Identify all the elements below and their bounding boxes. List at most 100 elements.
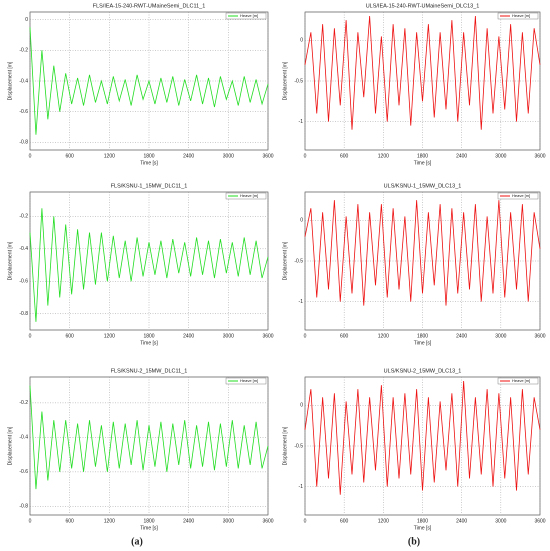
x-tick-label: 3600 (534, 333, 545, 339)
data-line (304, 381, 541, 495)
legend-box (497, 12, 539, 20)
legend-label: Heave [m] (240, 193, 258, 198)
chart-title: ULS/IEA-15-240-RWT-UMaineSemi_DLC13_1 (366, 3, 480, 9)
y-axis-label: Displacement [m] (282, 61, 288, 100)
x-tick-label: 0 (29, 333, 32, 339)
x-tick-label: 1800 (143, 333, 154, 339)
x-tick-label: 0 (304, 518, 307, 524)
y-tick-label: -0.8 (19, 311, 28, 317)
x-axis-label: Time [s] (414, 340, 432, 346)
x-tick-label: 3000 (495, 153, 506, 159)
y-axis-label: Displacement [m] (7, 241, 13, 280)
y-tick-label: -0.6 (19, 469, 28, 475)
y-tick-label: -0.6 (19, 279, 28, 285)
y-tick-label: -0.4 (19, 78, 28, 84)
legend-label: Heave [m] (512, 13, 530, 18)
chart-title: FLS/KSNU-1_15MW_DLC11_1 (111, 183, 188, 189)
y-tick-label: -1 (299, 299, 304, 305)
x-tick-label: 1200 (104, 153, 115, 159)
x-tick-label: 0 (29, 518, 32, 524)
x-axis-label: Time [s] (140, 160, 158, 166)
x-tick-label: 0 (304, 153, 307, 159)
x-tick-label: 1200 (378, 333, 389, 339)
x-tick-label: 1200 (378, 153, 389, 159)
x-tick-label: 1800 (143, 518, 154, 524)
x-tick-label: 0 (29, 153, 32, 159)
x-axis-label: Time [s] (140, 340, 158, 346)
legend-label: Heave [m] (240, 13, 258, 18)
y-axis-label: Displacement [m] (7, 426, 13, 465)
data-line (304, 16, 541, 130)
data-line (29, 27, 269, 135)
x-tick-label: 3600 (262, 518, 273, 524)
x-tick-label: 1200 (378, 518, 389, 524)
y-tick-label: -0.6 (19, 109, 28, 115)
x-tick-label: 0 (304, 333, 307, 339)
y-axis-label: Displacement [m] (7, 61, 13, 100)
legend-box (497, 192, 539, 200)
legend-box (225, 12, 267, 20)
legend-label: Heave [m] (512, 378, 530, 383)
x-tick-label: 1200 (104, 333, 115, 339)
x-tick-label: 600 (65, 333, 74, 339)
x-axis-label: Time [s] (140, 525, 158, 531)
y-tick-label: -1 (299, 484, 304, 490)
data-line (29, 385, 269, 490)
y-tick-label: -0.2 (19, 48, 28, 54)
data-line (304, 200, 541, 306)
y-tick-label: -0.2 (19, 214, 28, 220)
x-tick-label: 3000 (223, 153, 234, 159)
x-tick-label: 600 (65, 518, 74, 524)
x-tick-label: 600 (340, 333, 349, 339)
x-tick-label: 2400 (456, 518, 467, 524)
y-tick-label: -0.4 (19, 435, 28, 441)
x-tick-label: 3000 (495, 333, 506, 339)
x-tick-label: 2400 (183, 333, 194, 339)
x-tick-label: 3000 (223, 333, 234, 339)
x-tick-label: 3000 (223, 518, 234, 524)
y-tick-label: -0.4 (19, 246, 28, 252)
x-tick-label: 3600 (262, 333, 273, 339)
y-tick-label: 0 (300, 38, 303, 44)
x-tick-label: 600 (65, 153, 74, 159)
y-tick-label: -0.5 (294, 78, 303, 84)
y-tick-label: -1 (299, 119, 304, 125)
x-tick-label: 1800 (417, 333, 428, 339)
y-tick-label: 0 (300, 218, 303, 224)
legend-label: Heave [m] (512, 193, 530, 198)
y-tick-label: -0.2 (19, 400, 28, 406)
x-tick-label: 1200 (104, 518, 115, 524)
x-tick-label: 2400 (456, 153, 467, 159)
y-tick-label: -0.5 (294, 258, 303, 264)
x-axis-label: Time [s] (414, 160, 432, 166)
x-tick-label: 3600 (534, 518, 545, 524)
y-tick-label: -0.5 (294, 443, 303, 449)
x-tick-label: 3600 (534, 153, 545, 159)
chart-title: FLS/KSNU-2_15MW_DLC11_1 (111, 368, 188, 374)
x-tick-label: 3600 (262, 153, 273, 159)
legend-box (225, 192, 267, 200)
y-tick-label: -0.8 (19, 140, 28, 146)
panel-label: (a) (131, 536, 143, 547)
x-tick-label: 1800 (417, 153, 428, 159)
x-tick-label: 2400 (456, 333, 467, 339)
legend-box (225, 377, 267, 385)
panel-label: (b) (408, 536, 420, 547)
x-tick-label: 3000 (495, 518, 506, 524)
x-axis-label: Time [s] (414, 525, 432, 531)
y-axis-label: Displacement [m] (282, 426, 288, 465)
data-line (29, 208, 269, 322)
x-tick-label: 600 (340, 153, 349, 159)
y-tick-label: 0 (300, 403, 303, 409)
x-tick-label: 2400 (183, 153, 194, 159)
legend-box (497, 377, 539, 385)
x-tick-label: 1800 (417, 518, 428, 524)
chart-title: ULS/KSNU-2_15MW_DLC13_1 (384, 368, 462, 374)
y-tick-label: 0 (25, 17, 28, 23)
y-tick-label: -0.8 (19, 504, 28, 510)
x-tick-label: 1800 (143, 153, 154, 159)
y-axis-label: Displacement [m] (282, 241, 288, 280)
chart-title: FLS/IEA-15-240-RWT-UMaineSemi_DLC11_1 (93, 3, 206, 9)
chart-title: ULS/KSNU-1_15MW_DLC13_1 (384, 183, 462, 189)
